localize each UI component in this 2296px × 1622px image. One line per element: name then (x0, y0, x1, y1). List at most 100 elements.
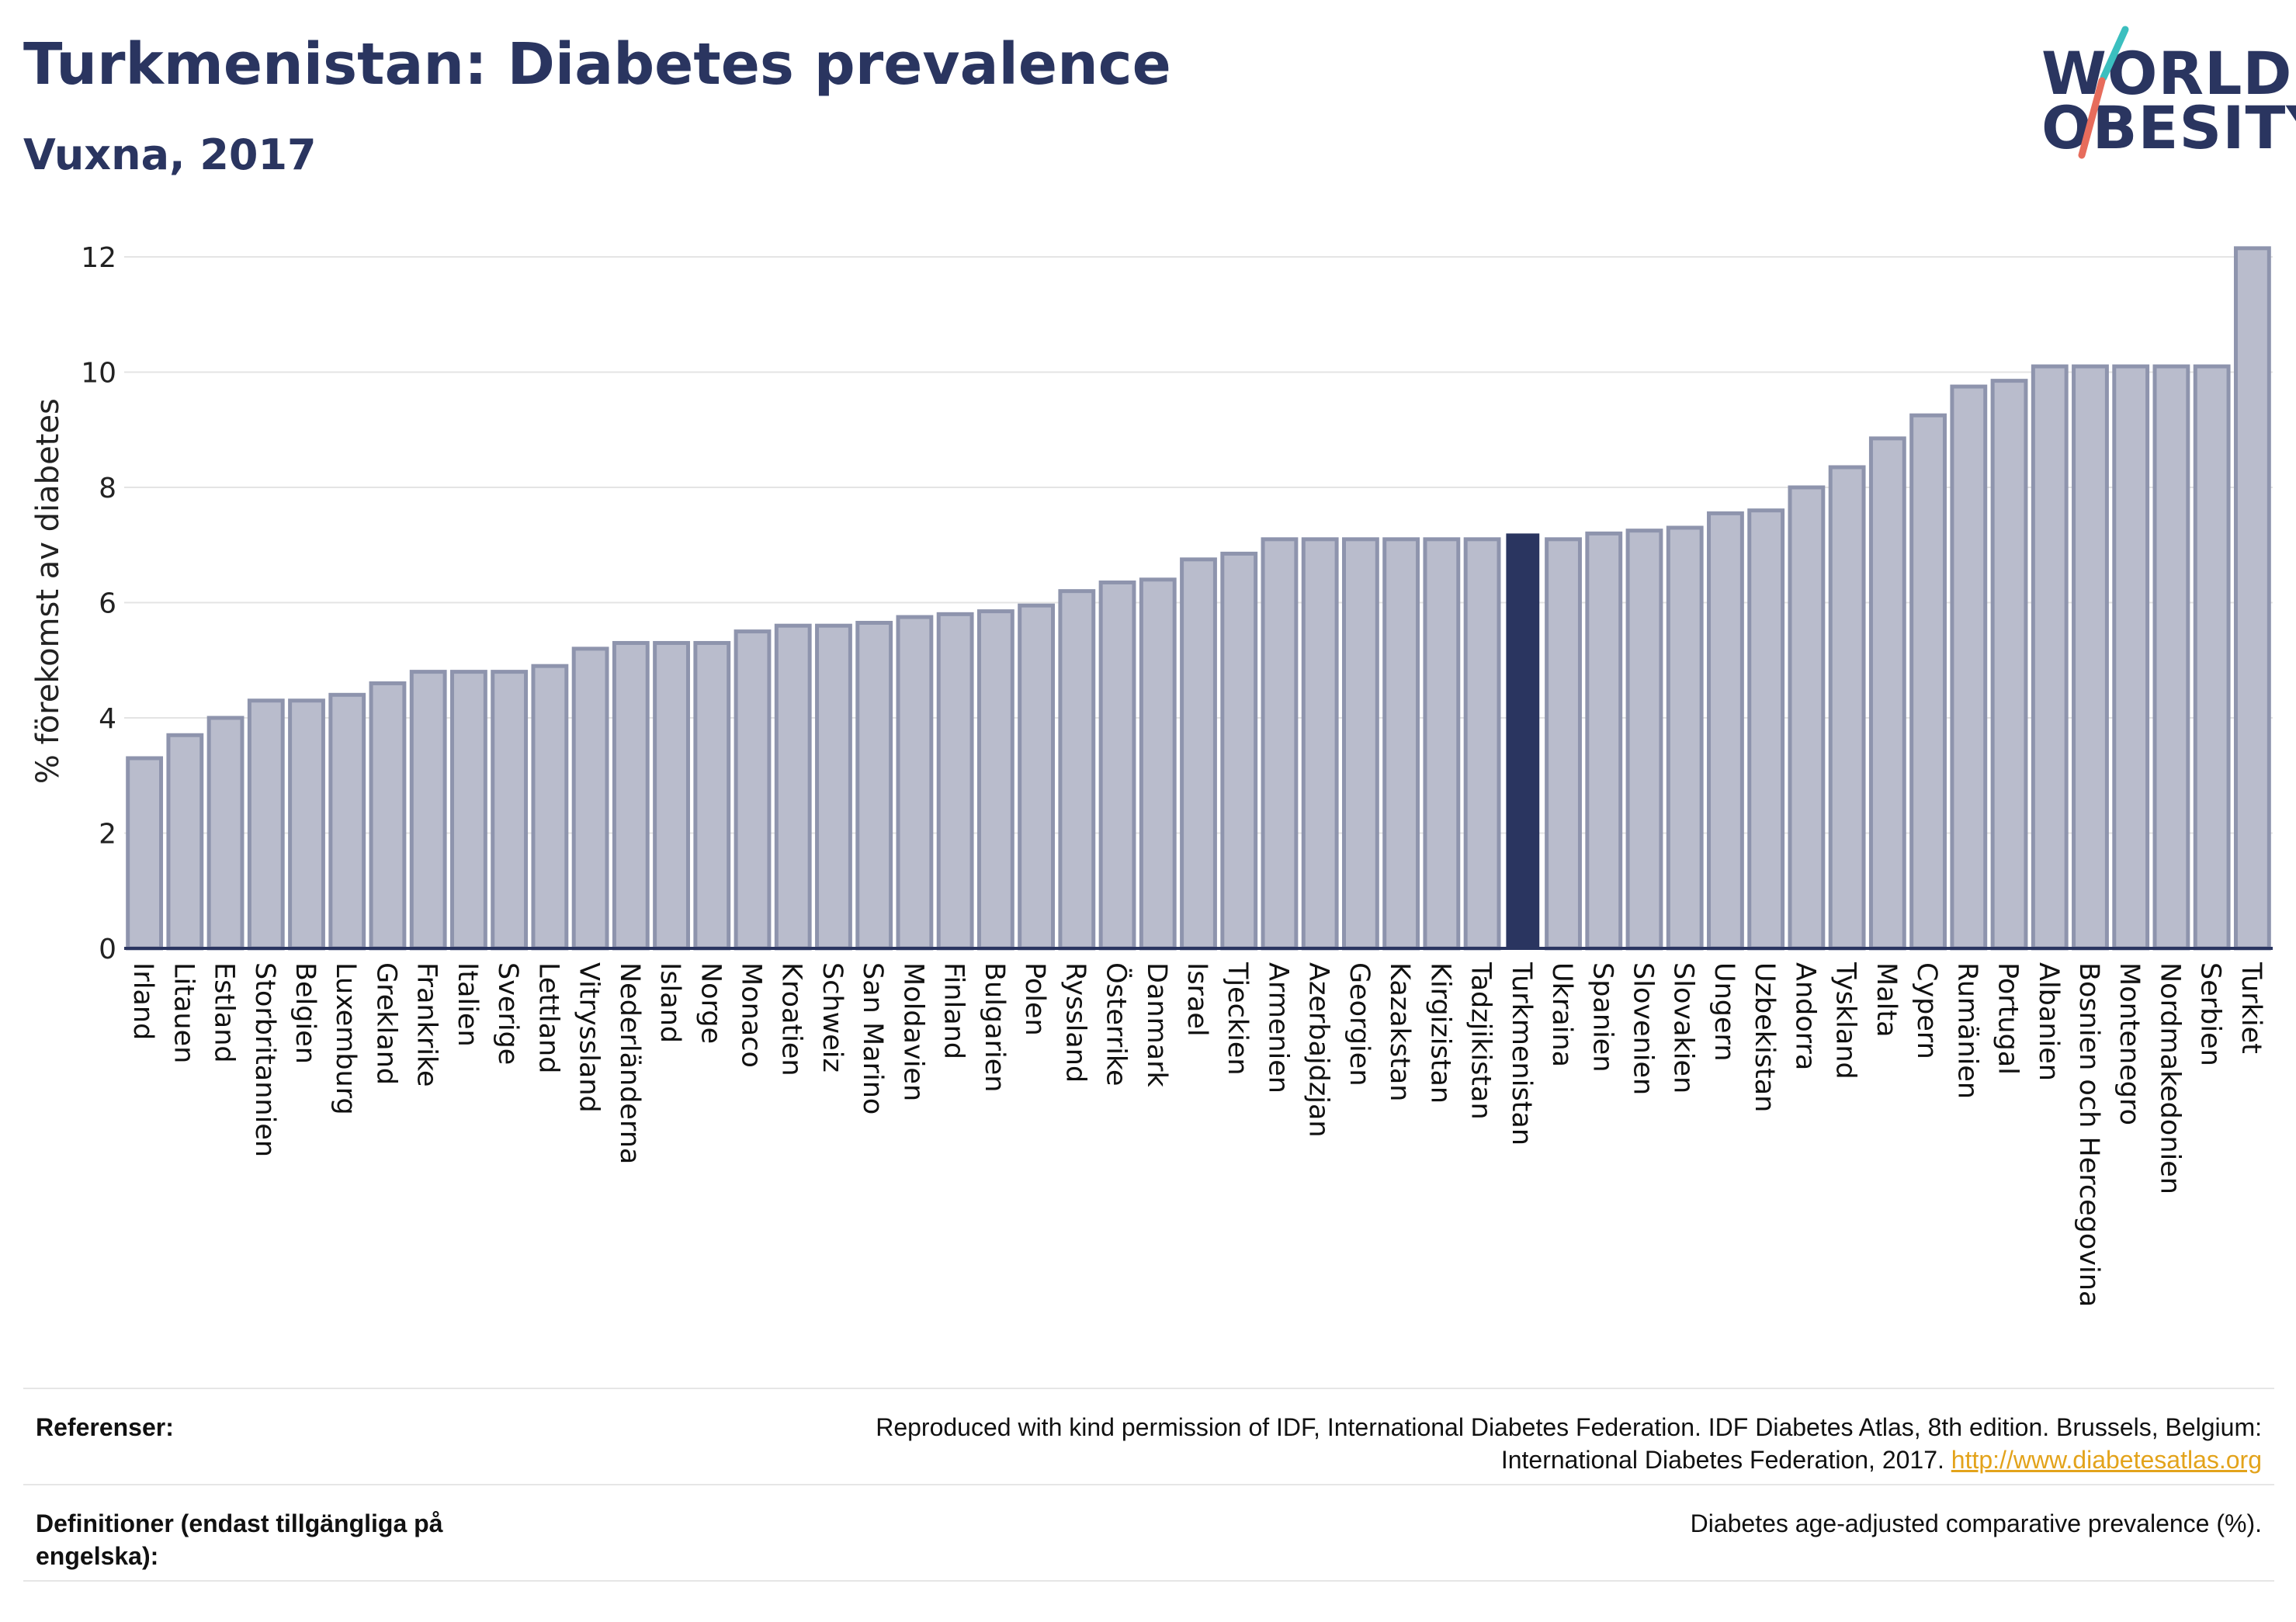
page-subtitle: Vuxna, 2017 (23, 130, 317, 179)
x-tick-label: Kroatien (776, 962, 807, 1076)
bar[interactable] (976, 609, 1014, 951)
references-line-1: Reproduced with kind permission of IDF, … (876, 1413, 2262, 1441)
x-tick-label: Irland (127, 962, 158, 1040)
bar[interactable] (491, 670, 529, 951)
bar[interactable] (2193, 364, 2231, 951)
x-tick-label: Ukraina (1546, 962, 1577, 1067)
x-tick-label: Polen (1019, 962, 1050, 1036)
bar[interactable] (369, 681, 407, 951)
references-bottom-divider (23, 1580, 2274, 1582)
y-tick-label: 0 (99, 934, 116, 965)
references-row: Referenser: Reproduced with kind permiss… (23, 1388, 2274, 1485)
y-tick-label: 12 (81, 242, 116, 274)
bar[interactable] (1585, 531, 1623, 951)
y-tick-label: 4 (99, 703, 116, 735)
bar[interactable] (1868, 436, 1906, 951)
x-tick-label: Montenegro (2114, 962, 2145, 1125)
bar[interactable] (1950, 384, 1988, 951)
x-axis-labels: Irland Litauen Estland Storbritannien Belgie… (127, 962, 2267, 1307)
bar[interactable] (2112, 364, 2150, 951)
bar[interactable] (1018, 603, 1056, 951)
x-tick-label: Bulgarien (979, 962, 1010, 1092)
x-tick-label: Kazakstan (1384, 962, 1415, 1101)
bar[interactable] (206, 716, 245, 951)
bar[interactable] (2152, 364, 2190, 951)
bar[interactable] (936, 612, 974, 951)
bar-highlighted[interactable] (1506, 533, 1540, 948)
bar[interactable] (450, 670, 487, 951)
x-tick-label: Moldavien (897, 962, 928, 1101)
definitions-label: Definitioner (endast tillgängliga på eng… (36, 1509, 443, 1570)
bar[interactable] (1423, 537, 1461, 951)
bar[interactable] (1139, 577, 1177, 951)
bar[interactable] (1463, 537, 1501, 951)
bar[interactable] (1261, 537, 1299, 951)
bar[interactable] (2233, 246, 2271, 951)
bar[interactable] (288, 698, 325, 951)
bar[interactable] (2031, 364, 2069, 951)
x-tick-label: Turkmenistan (1506, 962, 1537, 1145)
x-tick-label: Albanien (2033, 962, 2064, 1081)
bar[interactable] (247, 698, 285, 951)
bar[interactable] (1625, 529, 1663, 951)
references-label: Referenser: (36, 1413, 174, 1441)
bar[interactable] (126, 756, 164, 951)
bar[interactable] (2072, 364, 2109, 951)
bar[interactable] (1747, 508, 1785, 951)
bar[interactable] (896, 615, 934, 951)
bar[interactable] (1990, 379, 2028, 951)
bar[interactable] (734, 629, 772, 951)
x-tick-label: San Marino (857, 962, 888, 1114)
y-tick-label: 10 (81, 358, 116, 390)
x-tick-label: Azerbajdzjan (1303, 962, 1334, 1138)
x-tick-label: Nederländerna (614, 962, 645, 1164)
bar[interactable] (653, 640, 690, 951)
x-tick-label: Sverige (492, 962, 523, 1065)
bar[interactable] (1098, 581, 1136, 951)
bar[interactable] (1828, 465, 1866, 951)
bar[interactable] (1341, 537, 1379, 951)
bar[interactable] (571, 646, 609, 951)
logo-line-1: WORLD (2041, 39, 2293, 108)
x-tick-label: Nordmakedonien (2154, 962, 2185, 1194)
page-title: Turkmenistan: Diabetes prevalence (23, 31, 1171, 98)
bar[interactable] (1788, 485, 1826, 951)
x-tick-label: Slovakien (1668, 962, 1699, 1093)
bar[interactable] (1382, 537, 1420, 951)
x-tick-label: Storbritannien (249, 962, 280, 1157)
world-obesity-logo[interactable]: WORLD OBESITY (2010, 23, 2296, 171)
x-tick-label: Cypern (1911, 962, 1942, 1059)
bar[interactable] (1545, 537, 1582, 951)
x-tick-label: Serbien (2195, 962, 2226, 1066)
x-tick-label: Tadzjikistan (1465, 962, 1497, 1120)
x-tick-label: Italien (452, 962, 483, 1047)
x-tick-label: Armenien (1262, 962, 1293, 1093)
bar[interactable] (774, 623, 812, 951)
bar[interactable] (1909, 413, 1947, 951)
bar[interactable] (409, 670, 447, 951)
bar[interactable] (1220, 551, 1258, 951)
bar[interactable] (531, 664, 569, 951)
bar[interactable] (1058, 589, 1096, 951)
x-tick-label: Georgien (1344, 962, 1375, 1087)
bar[interactable] (855, 620, 893, 951)
diabetes-atlas-link[interactable]: http://www.diabetesatlas.org (1951, 1446, 2262, 1474)
references-text: Reproduced with kind permission of IDF, … (632, 1411, 2262, 1476)
bar[interactable] (1666, 525, 1704, 951)
x-tick-label: Österrike (1101, 962, 1133, 1086)
x-tick-label: Ungern (1708, 962, 1739, 1062)
definitions-row: Definitioner (endast tillgängliga på eng… (23, 1484, 2274, 1582)
bar[interactable] (815, 623, 852, 951)
bar[interactable] (166, 733, 204, 951)
bar[interactable] (1180, 557, 1217, 951)
bar[interactable] (1707, 511, 1744, 951)
x-tick-label: Portugal (1993, 962, 2024, 1075)
bar[interactable] (328, 692, 366, 951)
x-tick-label: Litauen (168, 962, 199, 1063)
x-tick-label: Bosnien och Hercegovina (2073, 962, 2104, 1307)
bars (126, 246, 2271, 951)
bar[interactable] (693, 640, 731, 951)
x-tick-label: Grekland (370, 962, 401, 1085)
bar[interactable] (1301, 537, 1339, 951)
bar[interactable] (612, 640, 650, 951)
